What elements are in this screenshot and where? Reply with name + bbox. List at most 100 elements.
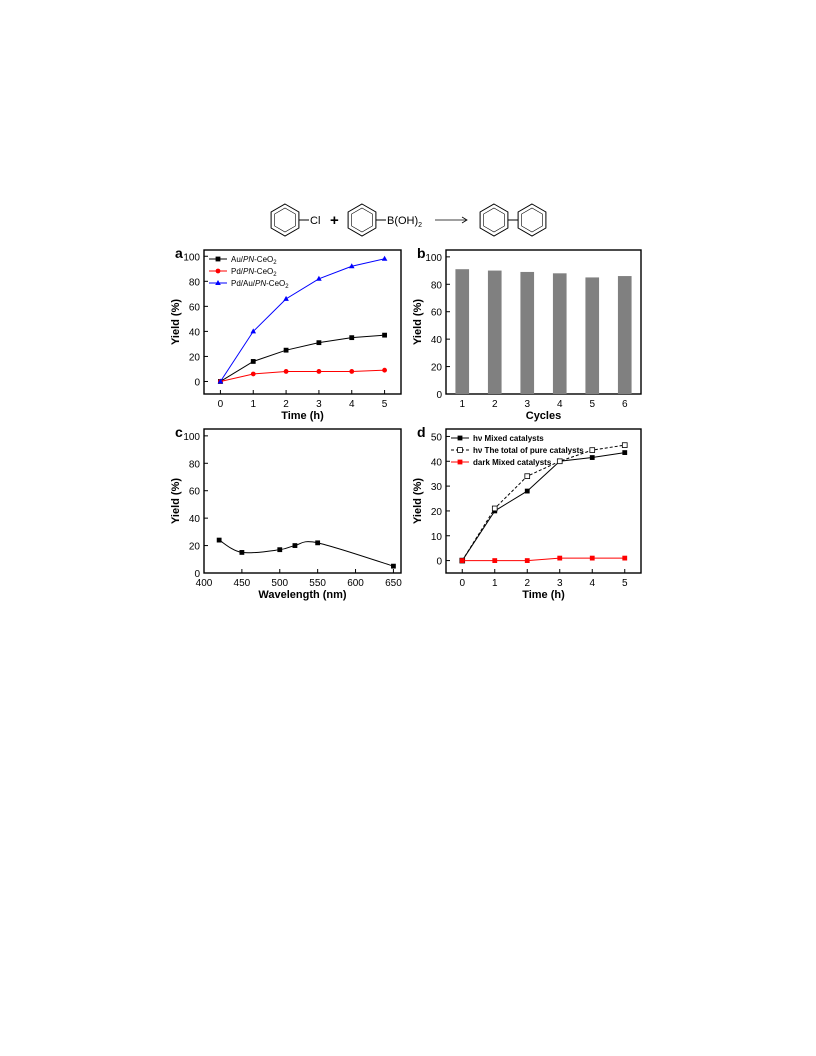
x-tick-label: 2 — [283, 399, 289, 410]
data-point — [250, 328, 257, 334]
legend-marker — [215, 280, 221, 285]
y-tick-label: 30 — [431, 482, 443, 493]
y-tick-label: 100 — [183, 432, 200, 443]
x-tick-label: 0 — [459, 578, 465, 589]
x-tick-label: 450 — [234, 578, 251, 589]
legend-marker — [457, 447, 463, 453]
y-tick-label: 60 — [189, 302, 201, 313]
x-tick-label: 5 — [589, 399, 595, 410]
y-tick-label: 10 — [431, 532, 443, 543]
data-point — [250, 359, 256, 364]
x-tick-label: 3 — [557, 578, 563, 589]
y-tick-label: 60 — [189, 487, 201, 498]
x-tick-label: 2 — [524, 578, 530, 589]
benzene-ring-chlorobenzene — [270, 203, 309, 237]
y-tick-label: 40 — [189, 327, 201, 338]
bar-cycle-5 — [585, 277, 600, 394]
panel-d: d 0 10 20 30 40 50 0 1 2 3 4 5 Time (h) Yield (%) hν Mi… — [412, 424, 642, 601]
legend-entry: Au/PN-CeO2 — [231, 255, 277, 266]
plot-frame — [203, 249, 402, 395]
panel-letter: d — [417, 424, 426, 440]
y-axis-label: Yield (%) — [412, 299, 424, 345]
y-tick-label: 0 — [436, 557, 442, 568]
legend-marker — [215, 256, 221, 262]
x-tick-label: 6 — [622, 399, 628, 410]
y-tick-label: 40 — [189, 514, 201, 525]
legend-text-italic: PN — [255, 279, 266, 288]
x-tick-label: 1 — [492, 578, 498, 589]
data-point — [589, 455, 595, 460]
data-point — [524, 488, 530, 494]
x-axis-label: Cycles — [526, 410, 561, 422]
data-point — [382, 332, 387, 338]
y-tick-label: 60 — [431, 308, 443, 319]
x-tick-label: 2 — [492, 399, 498, 410]
panel-a: a 0 20 40 60 80 100 0 1 2 3 4 5 Time (h) Yield (%) Au/P… — [170, 245, 402, 422]
x-tick-label: 550 — [309, 578, 326, 589]
y-tick-label: 0 — [194, 377, 200, 388]
data-point — [622, 450, 628, 455]
plus-sign: + — [330, 212, 339, 229]
y-tick-label: 20 — [431, 507, 443, 518]
data-point — [524, 473, 531, 479]
legend-text: -CeO — [266, 279, 285, 288]
y-tick-label: 100 — [425, 253, 442, 264]
x-tick-label: 5 — [382, 399, 388, 410]
data-point — [589, 555, 595, 561]
data-point — [524, 558, 530, 563]
x-tick-label: 4 — [589, 578, 595, 589]
y-tick-label: 40 — [431, 335, 443, 346]
x-tick-label: 5 — [622, 578, 628, 589]
x-tick-label: 0 — [218, 399, 224, 410]
series-line-2 — [219, 258, 385, 382]
data-point — [349, 369, 355, 374]
plot-frame — [445, 249, 642, 395]
data-point — [292, 543, 298, 548]
y-tick-label: 50 — [431, 432, 443, 443]
x-axis-label: Time (h) — [522, 589, 565, 601]
data-point — [556, 458, 563, 465]
panel-letter: a — [175, 245, 183, 261]
data-point — [315, 540, 321, 546]
x-tick-label: 500 — [271, 578, 288, 589]
legend-marker — [457, 459, 463, 465]
data-point — [382, 367, 387, 373]
series-line-1 — [461, 444, 625, 561]
data-point — [217, 378, 224, 384]
data-point — [381, 255, 388, 261]
legend: hν Mixed catalysts hν The total of pure c… — [451, 434, 584, 467]
y-tick-label: 40 — [431, 457, 443, 468]
y-axis-label: Yield (%) — [170, 478, 182, 524]
reaction-scheme: Cl + B(OH)2 — [270, 203, 547, 237]
data-point — [250, 371, 256, 377]
data-point — [622, 555, 628, 561]
series-line-2 — [462, 557, 625, 562]
data-point — [348, 263, 355, 269]
legend-subscript: 2 — [273, 272, 277, 278]
bar-cycle-1 — [455, 269, 470, 394]
legend-entry: hν The total of pure catalysts — [473, 446, 584, 455]
x-tick-label: 3 — [316, 399, 322, 410]
panel-letter: b — [417, 245, 426, 261]
y-tick-label: 100 — [183, 252, 200, 263]
data-point — [277, 547, 283, 553]
data-point — [391, 563, 396, 569]
legend-entry: hν Mixed catalysts — [473, 434, 544, 443]
x-tick-label: 4 — [557, 399, 563, 410]
legend-text: -CeO — [254, 267, 273, 276]
legend-entry: Pd/Au/PN-CeO2 — [231, 279, 289, 290]
data-point — [316, 275, 322, 281]
reaction-arrow — [435, 216, 468, 224]
benzene-ring-boronic-acid — [347, 203, 386, 237]
data-point — [459, 558, 465, 563]
y-tick-label: 20 — [189, 352, 201, 363]
boronic-acid-label: B(OH)2 — [387, 215, 422, 229]
y-tick-label: 20 — [431, 363, 443, 374]
x-tick-label: 650 — [385, 578, 402, 589]
data-point — [283, 347, 289, 353]
y-tick-label: 80 — [189, 459, 201, 470]
legend-subscript: 2 — [285, 284, 289, 290]
data-point — [316, 369, 322, 374]
